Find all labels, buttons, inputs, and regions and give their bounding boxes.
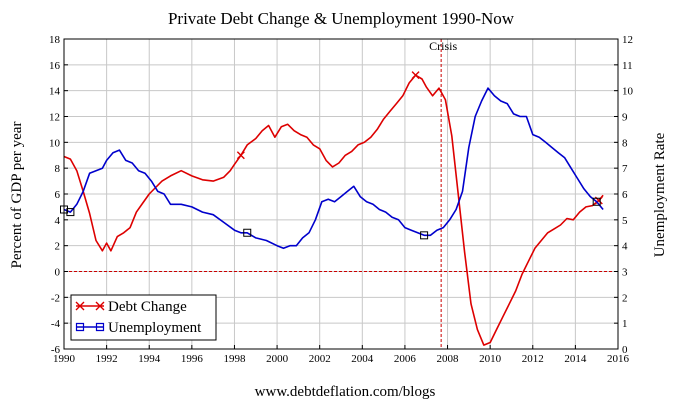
left-tick-label: -4 — [51, 318, 61, 330]
x-tick-label: 2004 — [351, 353, 374, 365]
right-axis-label: Unemployment Rate — [652, 132, 668, 257]
x-tick-label: 1996 — [181, 353, 204, 365]
left-tick-label: 10 — [49, 137, 61, 149]
x-tick-label: 2006 — [394, 353, 417, 365]
left-tick-label: 8 — [55, 163, 61, 175]
right-tick-label: 1 — [622, 318, 628, 330]
left-tick-label: 6 — [55, 189, 61, 201]
x-tick-label: 2012 — [522, 353, 544, 365]
legend-label-debt-change: Debt Change — [108, 299, 187, 315]
left-axis-label: Percent of GDP per year — [9, 122, 25, 269]
series-line-debt-change — [63, 74, 604, 346]
x-axis-ticks: 1990 1992 1994 1996 1998 2000 2002 2004 2006 2008… — [53, 345, 630, 365]
legend-item-debt-change: Debt Change — [75, 299, 187, 315]
crisis-label: Crisis — [429, 39, 457, 53]
x-tick-label: 2014 — [564, 353, 587, 365]
left-tick-label: 2 — [55, 241, 61, 253]
footer-url: www.debtdeflation.com/blogs — [255, 384, 436, 400]
series-layer — [60, 71, 604, 346]
x-tick-label: 1998 — [223, 353, 246, 365]
x-tick-label: 1994 — [138, 353, 161, 365]
square-marker-icon — [75, 322, 105, 332]
right-tick-label: 5 — [622, 215, 628, 227]
right-tick-label: 9 — [622, 112, 628, 124]
right-tick-label: 11 — [622, 60, 633, 72]
right-tick-label: 8 — [622, 137, 628, 149]
legend-box — [70, 294, 217, 341]
cross-marker-icon — [75, 301, 105, 311]
series-marker-unemployment — [243, 228, 252, 237]
legend: Debt Change Unemployment — [70, 294, 217, 341]
legend-label-unemployment: Unemployment — [108, 320, 202, 336]
legend-item-unemployment: Unemployment — [75, 320, 202, 336]
x-tick-label: 2000 — [266, 353, 289, 365]
right-tick-label: 4 — [622, 241, 628, 253]
series-marker-unemployment — [420, 231, 429, 240]
right-tick-label: 7 — [622, 163, 628, 175]
left-tick-label: 16 — [49, 60, 61, 72]
x-tick-label: 2010 — [479, 353, 502, 365]
left-tick-label: -2 — [51, 292, 60, 304]
x-tick-label: 2008 — [437, 353, 460, 365]
left-tick-label: -6 — [51, 344, 61, 356]
series-marker-debt-change — [236, 151, 245, 160]
right-tick-label: 12 — [622, 34, 633, 46]
right-tick-label: 2 — [622, 292, 628, 304]
left-tick-label: 4 — [55, 215, 61, 227]
left-tick-label: 0 — [55, 267, 61, 279]
left-tick-label: 18 — [49, 34, 61, 46]
left-tick-label: 14 — [49, 86, 61, 98]
right-tick-label: 0 — [622, 344, 628, 356]
right-tick-label: 10 — [622, 86, 634, 98]
x-tick-label: 1990 — [53, 353, 76, 365]
chart-title: Private Debt Change & Unemployment 1990-… — [168, 9, 515, 28]
right-tick-label: 3 — [622, 267, 628, 279]
series-marker-debt-change — [411, 71, 420, 80]
left-tick-label: 12 — [49, 112, 60, 124]
series-marker-unemployment — [66, 208, 75, 217]
left-axis-ticks: -6 -4 -2 0 2 4 6 8 10 12 14 16 18 — [49, 34, 68, 356]
series-line-unemployment — [63, 87, 604, 250]
right-tick-label: 6 — [622, 189, 628, 201]
series-marker-unemployment — [592, 197, 601, 206]
x-tick-label: 1992 — [96, 353, 118, 365]
x-tick-label: 2002 — [309, 353, 331, 365]
x-tick-label: 2016 — [607, 353, 630, 365]
